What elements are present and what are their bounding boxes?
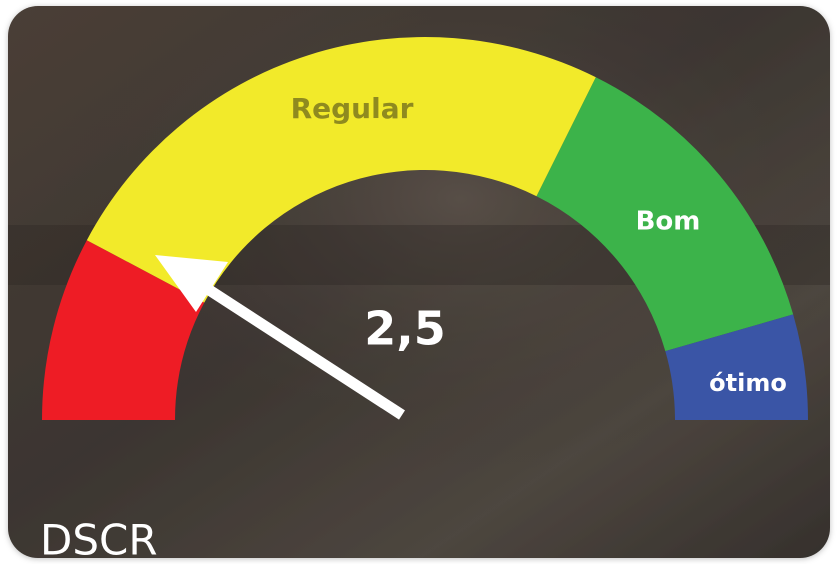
card-title: DSCR bbox=[40, 516, 158, 565]
segment-label: Regular bbox=[291, 92, 414, 125]
gauge-card: Regular Bom ótimo 2,5 DSCR bbox=[0, 0, 837, 564]
segment-label: Bom bbox=[636, 207, 701, 237]
segment-label: ótimo bbox=[709, 369, 787, 397]
gauge-reading: 2,5 bbox=[364, 302, 446, 356]
